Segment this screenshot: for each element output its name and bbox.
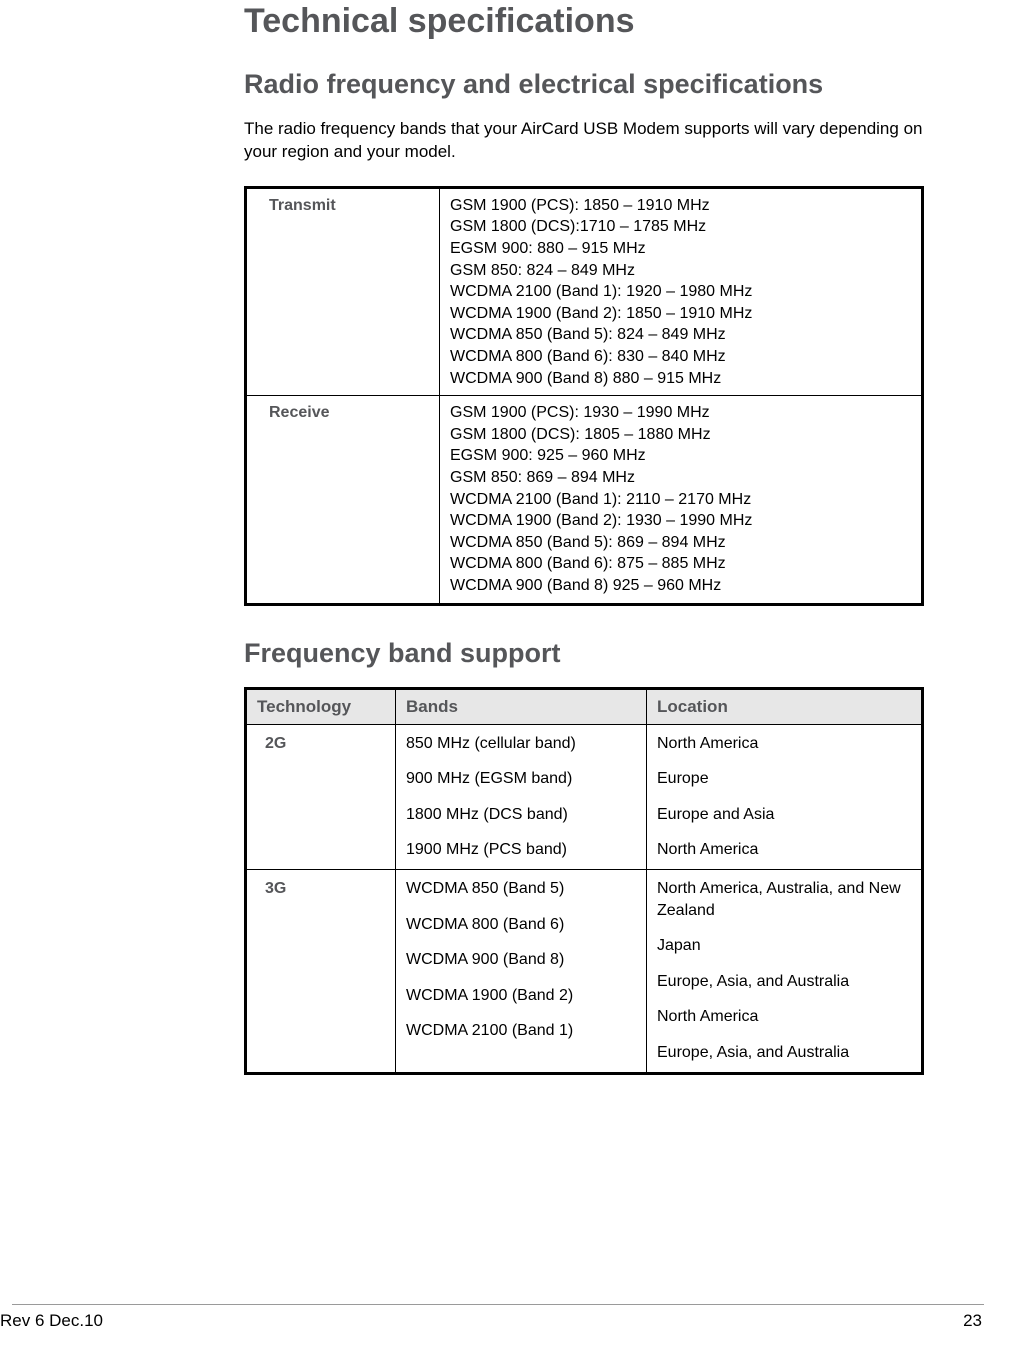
band-entry: 1900 MHz (PCS band) [406, 839, 636, 861]
location-entry: North America [657, 1006, 911, 1028]
rf-line: GSM 1800 (DCS): 1805 – 1880 MHz [450, 426, 711, 443]
bands-cell: 850 MHz (cellular band) 900 MHz (EGSM ban… [396, 724, 647, 869]
band-entry: 900 MHz (EGSM band) [406, 768, 636, 790]
rf-line: WCDMA 1900 (Band 2): 1930 – 1990 MHz [450, 512, 752, 529]
rf-line: WCDMA 800 (Band 6): 830 – 840 MHz [450, 348, 726, 365]
rf-line: WCDMA 800 (Band 6): 875 – 885 MHz [450, 555, 726, 572]
location-entry: North America [657, 839, 911, 861]
location-cell: North America Europe Europe and Asia North … [647, 724, 923, 869]
rf-line: WCDMA 850 (Band 5): 824 – 849 MHz [450, 326, 726, 343]
location-entry: Europe and Asia [657, 804, 911, 826]
tech-cell: 2G [246, 724, 396, 869]
rf-line: EGSM 900: 925 – 960 MHz [450, 447, 646, 464]
rf-line: GSM 850: 869 – 894 MHz [450, 469, 635, 486]
location-entry: Europe [657, 768, 911, 790]
rf-table: TransmitGSM 1900 (PCS): 1850 – 1910 MHzG… [244, 186, 924, 606]
col-bands: Bands [396, 688, 647, 724]
footer-page-number: 23 [963, 1311, 982, 1331]
rf-line: WCDMA 2100 (Band 1): 1920 – 1980 MHz [450, 283, 752, 300]
rf-line: WCDMA 900 (Band 8) 925 – 960 MHz [450, 577, 721, 594]
col-technology: Technology [246, 688, 396, 724]
rf-row-lines: GSM 1900 (PCS): 1930 – 1990 MHz GSM 1800 … [440, 396, 923, 604]
band-entry: WCDMA 2100 (Band 1) [406, 1020, 636, 1042]
location-entry: Japan [657, 935, 911, 957]
section-heading-bands: Frequency band support [244, 638, 952, 669]
rf-line: GSM 1900 (PCS): 1930 – 1990 MHz [450, 404, 710, 421]
location-entry: North America, Australia, and New Zealan… [657, 878, 911, 921]
band-entry: WCDMA 1900 (Band 2) [406, 985, 636, 1007]
col-location: Location [647, 688, 923, 724]
location-entry: Europe, Asia, and Australia [657, 1042, 911, 1064]
footer-rev: Rev 6 Dec.10 [0, 1311, 103, 1331]
rf-line: GSM 1900 (PCS): 1850 – 1910 MHz [450, 197, 710, 214]
page-footer: Rev 6 Dec.10 23 [0, 1304, 1010, 1331]
location-entry: North America [657, 733, 911, 755]
section-intro: The radio frequency bands that your AirC… [244, 118, 952, 164]
rf-line: WCDMA 850 (Band 5): 869 – 894 MHz [450, 534, 726, 551]
rf-row-label: Receive [246, 396, 440, 604]
location-cell: North America, Australia, and New Zealan… [647, 869, 923, 1073]
bands-cell: WCDMA 850 (Band 5) WCDMA 800 (Band 6) WCDM… [396, 869, 647, 1073]
rf-line: GSM 850: 824 – 849 MHz [450, 262, 635, 279]
band-entry: WCDMA 900 (Band 8) [406, 949, 636, 971]
location-entry: Europe, Asia, and Australia [657, 971, 911, 993]
rf-line: WCDMA 1900 (Band 2): 1850 – 1910 MHz [450, 305, 752, 322]
rf-line: GSM 1800 (DCS):1710 – 1785 MHz [450, 218, 706, 235]
rf-line: WCDMA 900 (Band 8) 880 – 915 MHz [450, 370, 721, 387]
band-entry: 1800 MHz (DCS band) [406, 804, 636, 826]
rf-row-lines: GSM 1900 (PCS): 1850 – 1910 MHz GSM 1800 … [440, 187, 923, 395]
tech-cell: 3G [246, 869, 396, 1073]
band-entry: WCDMA 850 (Band 5) [406, 878, 636, 900]
rf-line: EGSM 900: 880 – 915 MHz [450, 240, 646, 257]
page-title: Technical specifications [244, 2, 952, 41]
section-heading-rf: Radio frequency and electrical specifica… [244, 69, 952, 100]
band-entry: WCDMA 800 (Band 6) [406, 914, 636, 936]
rf-line: WCDMA 2100 (Band 1): 2110 – 2170 MHz [450, 491, 751, 508]
band-entry: 850 MHz (cellular band) [406, 733, 636, 755]
rf-row-label: Transmit [246, 187, 440, 395]
band-support-table: Technology Bands Location 2G850 MHz (cel… [244, 687, 924, 1075]
